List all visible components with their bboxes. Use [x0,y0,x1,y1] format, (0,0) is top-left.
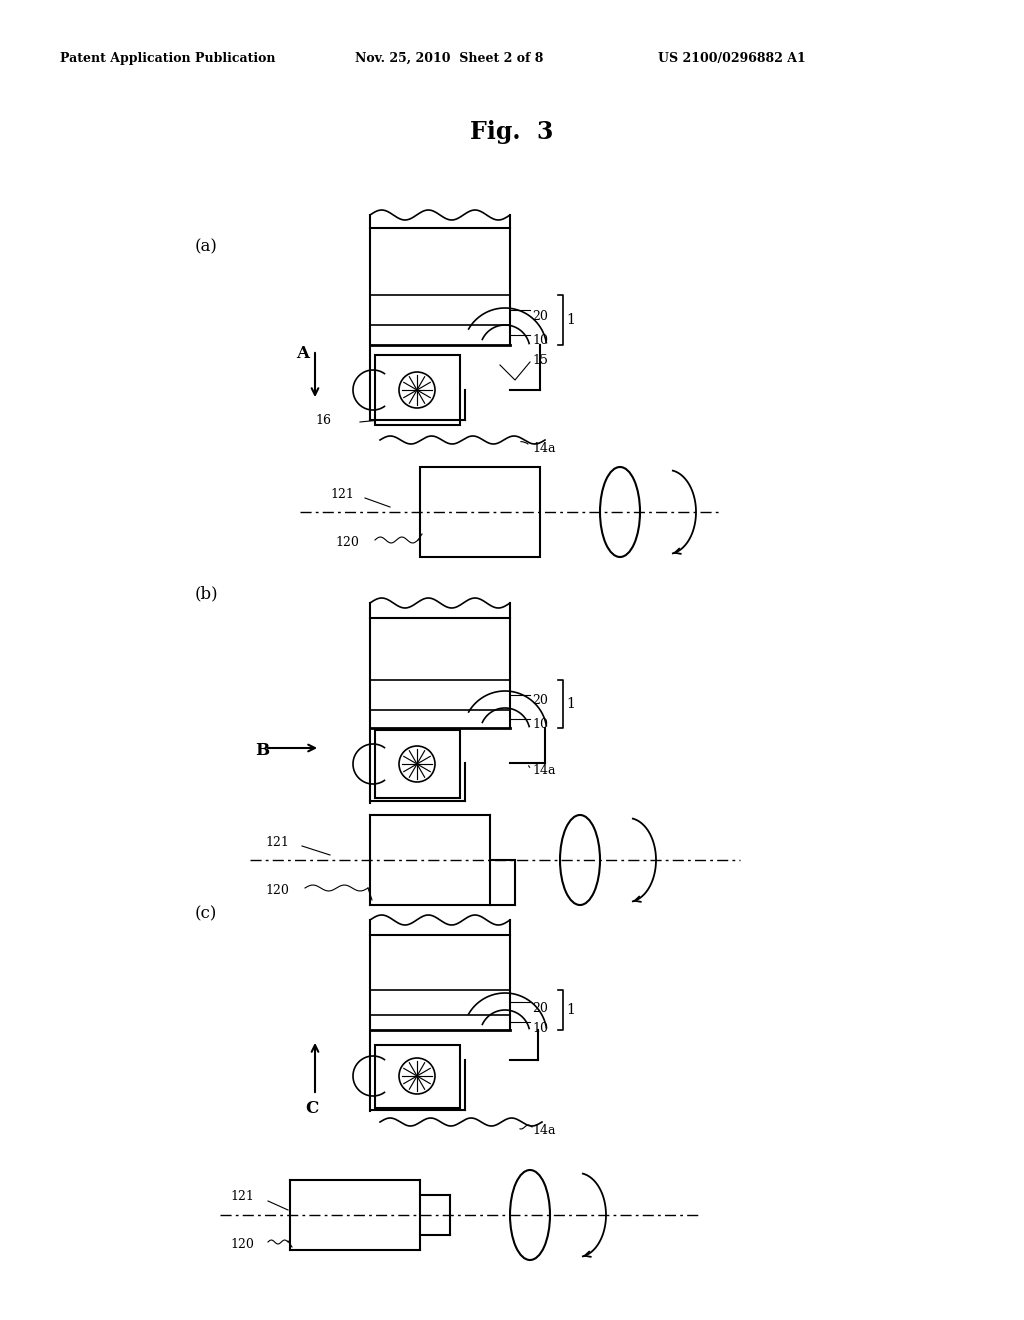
Text: 120: 120 [230,1238,254,1251]
Text: 14a: 14a [532,441,555,454]
Bar [420,467,540,557]
Text: Fig.  3: Fig. 3 [470,120,554,144]
Text: B: B [255,742,269,759]
Text: 10: 10 [532,718,548,731]
Text: 121: 121 [230,1191,254,1204]
Text: Patent Application Publication: Patent Application Publication [60,51,275,65]
Text: A: A [296,345,309,362]
Bar [375,1045,460,1107]
Text: 20: 20 [532,1002,548,1015]
Bar [375,355,460,425]
Text: (c): (c) [195,906,217,921]
Text: 1: 1 [566,1003,574,1016]
Text: 14a: 14a [532,764,555,777]
Text: (b): (b) [195,585,219,602]
Bar [375,730,460,799]
Text: 1: 1 [566,697,574,711]
Text: 10: 10 [532,334,548,347]
Text: US 2100/0296882 A1: US 2100/0296882 A1 [658,51,806,65]
Text: (a): (a) [195,238,218,255]
Text: 16: 16 [315,413,331,426]
Text: 121: 121 [330,487,354,500]
Text: 120: 120 [335,536,358,549]
Text: 121: 121 [265,836,289,849]
Text: 20: 20 [532,309,548,322]
Text: 10: 10 [532,1022,548,1035]
Text: 15: 15 [532,354,548,367]
Text: 14a: 14a [532,1123,555,1137]
Text: 120: 120 [265,883,289,896]
Text: 1: 1 [566,313,574,327]
Text: 20: 20 [532,694,548,708]
Text: Nov. 25, 2010  Sheet 2 of 8: Nov. 25, 2010 Sheet 2 of 8 [355,51,544,65]
Text: C: C [305,1100,318,1117]
